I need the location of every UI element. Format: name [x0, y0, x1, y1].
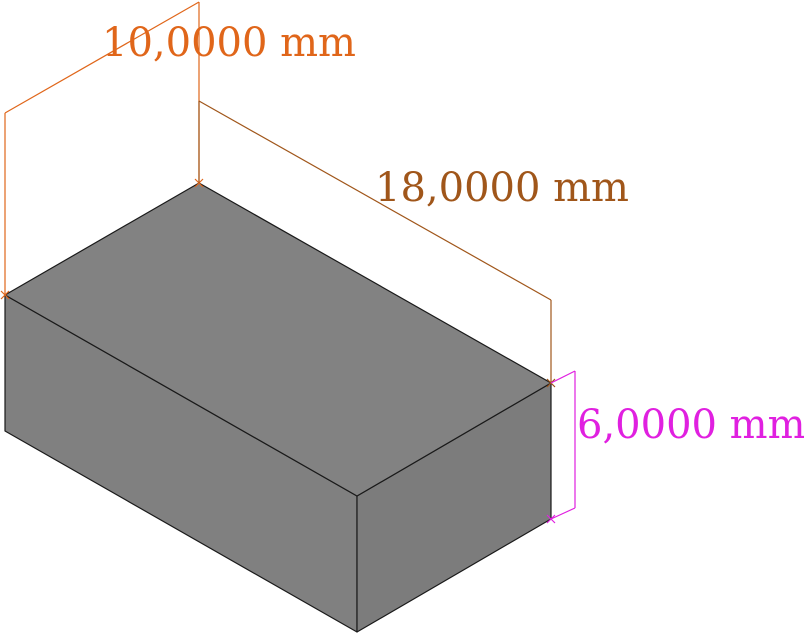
- width-dimension[interactable]: 10,0000 mm: [0, 1, 356, 300]
- box-solid[interactable]: [4, 182, 552, 633]
- height-extension-bottom: [550, 507, 576, 520]
- length-dimension-line: [198, 100, 552, 301]
- width-dimension-label: 10,0000 mm: [102, 20, 356, 66]
- height-tick-icon: [546, 514, 556, 524]
- length-dimension-label: 18,0000 mm: [375, 165, 629, 211]
- height-dimension[interactable]: 6,0000 mm: [546, 370, 804, 524]
- height-dimension-label: 6,0000 mm: [577, 402, 804, 448]
- width-tick-icon: [0, 178, 204, 300]
- width-dimension-line: [4, 1, 200, 114]
- height-extension-top: [550, 370, 576, 384]
- length-dimension[interactable]: 18,0000 mm: [198, 100, 629, 388]
